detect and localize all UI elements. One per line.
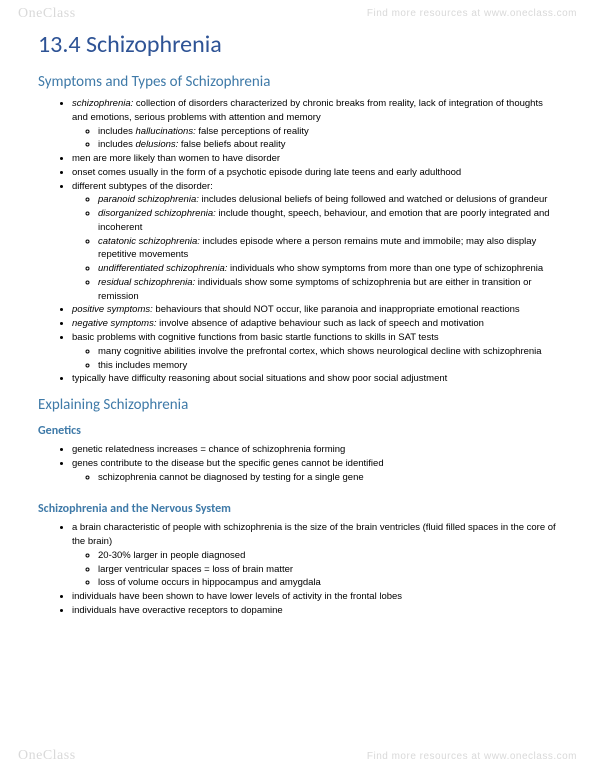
bullet-list: a brain characteristic of people with sc… xyxy=(38,521,557,617)
list-item: a brain characteristic of people with sc… xyxy=(72,521,557,590)
watermark-tagline-top: Find more resources at www.oneclass.com xyxy=(367,8,577,19)
list-item: paranoid schizophrenia: includes delusio… xyxy=(98,193,557,207)
list-item: genes contribute to the disease but the … xyxy=(72,457,557,485)
subsection-heading: Schizophrenia and the Nervous System xyxy=(38,502,557,516)
list-item: schizophrenia: collection of disorders c… xyxy=(72,97,557,152)
list-item: larger ventricular spaces = loss of brai… xyxy=(98,563,557,577)
list-item: schizophrenia cannot be diagnosed by tes… xyxy=(98,471,557,485)
sub-bullet-list: schizophrenia cannot be diagnosed by tes… xyxy=(72,471,557,485)
list-item: disorganized schizophrenia: include thou… xyxy=(98,207,557,235)
list-item: different subtypes of the disorder:paran… xyxy=(72,180,557,304)
watermark-tagline-bottom: Find more resources at www.oneclass.com xyxy=(367,751,577,762)
list-item: undifferentiated schizophrenia: individu… xyxy=(98,262,557,276)
section-heading: Explaining Schizophrenia xyxy=(38,396,557,414)
list-item: many cognitive abilities involve the pre… xyxy=(98,345,557,359)
watermark-brand-bottom: OneClass xyxy=(18,748,76,764)
bullet-list: genetic relatedness increases = chance o… xyxy=(38,443,557,484)
list-item: includes hallucinations: false perceptio… xyxy=(98,125,557,139)
sub-bullet-list: paranoid schizophrenia: includes delusio… xyxy=(72,193,557,303)
list-item: typically have difficulty reasoning abou… xyxy=(72,372,557,386)
list-item: loss of volume occurs in hippocampus and… xyxy=(98,576,557,590)
page-content: 13.4 Schizophrenia Symptoms and Types of… xyxy=(0,0,595,658)
list-item: onset comes usually in the form of a psy… xyxy=(72,166,557,180)
list-item: basic problems with cognitive functions … xyxy=(72,331,557,372)
sub-bullet-list: includes hallucinations: false perceptio… xyxy=(72,125,557,153)
section-heading: Symptoms and Types of Schizophrenia xyxy=(38,73,557,91)
list-item: negative symptoms: involve absence of ad… xyxy=(72,317,557,331)
list-item: genetic relatedness increases = chance o… xyxy=(72,443,557,457)
list-item: positive symptoms: behaviours that shoul… xyxy=(72,303,557,317)
sub-bullet-list: many cognitive abilities involve the pre… xyxy=(72,345,557,373)
list-item: includes delusions: false beliefs about … xyxy=(98,138,557,152)
list-item: catatonic schizophrenia: includes episod… xyxy=(98,235,557,263)
list-item: 20-30% larger in people diagnosed xyxy=(98,549,557,563)
list-item: individuals have overactive receptors to… xyxy=(72,604,557,618)
list-item: individuals have been shown to have lowe… xyxy=(72,590,557,604)
sub-bullet-list: 20-30% larger in people diagnosedlarger … xyxy=(72,549,557,590)
bullet-list: schizophrenia: collection of disorders c… xyxy=(38,97,557,386)
list-item: this includes memory xyxy=(98,359,557,373)
subsection-heading: Genetics xyxy=(38,424,557,438)
page-title: 13.4 Schizophrenia xyxy=(38,30,557,59)
watermark-brand-top: OneClass xyxy=(18,6,76,22)
list-item: residual schizophrenia: individuals show… xyxy=(98,276,557,304)
list-item: men are more likely than women to have d… xyxy=(72,152,557,166)
